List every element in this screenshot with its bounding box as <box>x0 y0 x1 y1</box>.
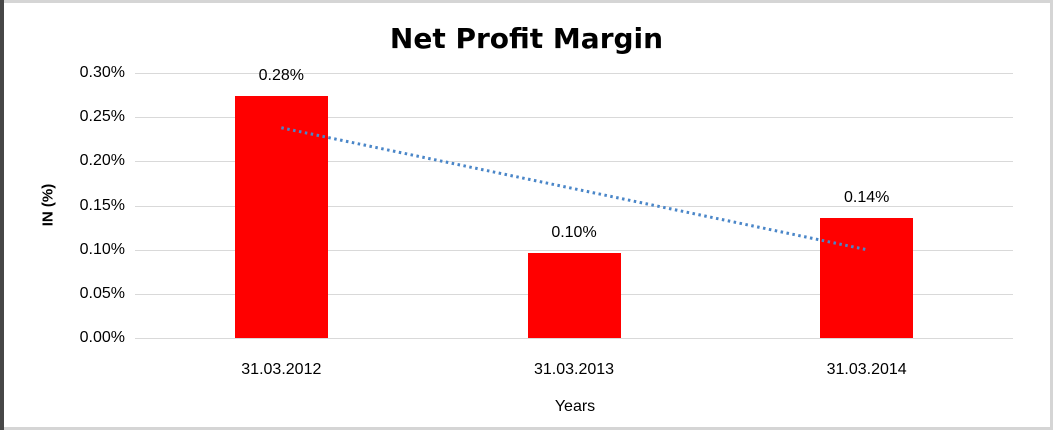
bar-data-label: 0.14% <box>843 188 890 206</box>
x-axis-tick-label: 31.03.2013 <box>533 361 615 378</box>
bar <box>820 217 914 338</box>
y-axis-tick-label: 0.10% <box>79 240 125 258</box>
frame-right-border <box>1050 0 1053 430</box>
y-axis-tick-label: 0.30% <box>79 64 125 81</box>
y-axis-tick-label: 0.00% <box>79 329 125 346</box>
y-axis-tick-label: 0.25% <box>79 108 125 126</box>
x-axis-tick-label: 31.03.2014 <box>826 361 907 378</box>
bar <box>527 253 621 338</box>
frame-bottom-border <box>0 427 1053 430</box>
frame-left-border <box>0 0 4 430</box>
x-axis-tick-label: 31.03.2012 <box>241 361 322 378</box>
x-axis-title: Years <box>554 398 596 415</box>
y-axis-tick-label: 0.15% <box>79 196 125 214</box>
bar-data-label: 0.10% <box>551 224 597 242</box>
gridline <box>135 338 1013 339</box>
gridline <box>135 73 1013 74</box>
y-axis-tick-label: 0.20% <box>79 152 125 170</box>
y-axis-tick-label: 0.05% <box>79 284 125 302</box>
bar-data-label: 0.28% <box>258 66 305 84</box>
frame-top-border <box>0 0 1053 3</box>
bar <box>234 95 328 338</box>
y-axis-title: IN (%) <box>39 183 57 227</box>
gridline <box>135 117 1013 119</box>
chart-title: Net Profit Margin <box>389 22 664 55</box>
